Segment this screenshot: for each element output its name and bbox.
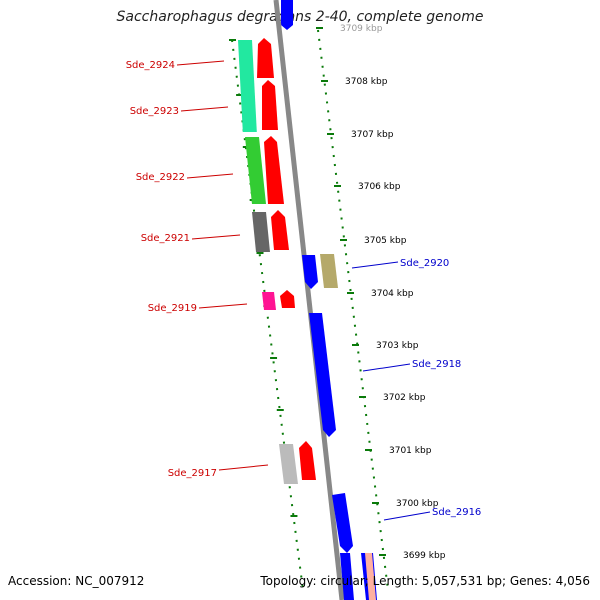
labels-right: Sde_2920 Sde_2918 Sde_2916	[351, 258, 481, 521]
gene-group-sde-2919[interactable]	[262, 290, 295, 310]
gene-label-left[interactable]: Sde_2917	[168, 468, 217, 479]
ruler-label: 3699 kbp	[403, 551, 446, 561]
ruler-label: 3700 kbp	[396, 499, 439, 509]
labels-left: Sde_2924 Sde_2923 Sde_2922 Sde_2921 Sde_…	[126, 60, 269, 479]
gene-label-right[interactable]: Sde_2920	[400, 258, 449, 269]
ruler-label: 3707 kbp	[351, 130, 394, 140]
gene-arrow[interactable]	[271, 210, 289, 250]
gene-box[interactable]	[245, 137, 266, 204]
gene-label-left[interactable]: Sde_2923	[130, 106, 179, 117]
gene-arrow[interactable]	[302, 255, 318, 289]
gene-arrow[interactable]	[332, 493, 353, 553]
gene-box[interactable]	[320, 254, 338, 288]
gene-group-sde-2922[interactable]	[245, 136, 284, 204]
ruler-label: 3701 kbp	[389, 446, 432, 456]
ruler-label: 3708 kbp	[345, 77, 388, 87]
ruler-label: 3702 kbp	[383, 393, 426, 403]
gene-group-sde-2924[interactable]	[238, 38, 274, 132]
gene-partial[interactable]	[365, 553, 376, 600]
gene-label-left[interactable]: Sde_2922	[136, 172, 185, 183]
gene-arrow[interactable]	[309, 313, 336, 437]
gene-group-sde-2918[interactable]	[309, 313, 336, 437]
genome-stats-text: Topology: circular; Length: 5,057,531 bp…	[260, 574, 590, 588]
gene-group-sde-2917[interactable]	[279, 441, 316, 484]
ruler-label: 3704 kbp	[371, 289, 414, 299]
map-title: Saccharophagus degradans 2-40, complete …	[116, 9, 484, 25]
gene-label-left[interactable]: Sde_2921	[141, 233, 190, 244]
kbp-ruler: 3709 kbp 3708 kbp 3707 kbp 3706 kbp 3705 kbp…	[316, 24, 446, 561]
gene-label-right[interactable]: Sde_2918	[412, 359, 461, 370]
gene-arrow[interactable]	[299, 441, 316, 480]
genome-backbone	[273, 0, 345, 600]
gene-label-left[interactable]: Sde_2919	[148, 303, 197, 314]
gene-group-sde-2920[interactable]	[302, 254, 338, 289]
ruler-label: 3703 kbp	[376, 341, 419, 351]
gene-box[interactable]	[279, 444, 298, 484]
gene-arrow[interactable]	[257, 38, 274, 78]
gene-arrow[interactable]	[264, 136, 284, 204]
gene-box[interactable]	[238, 40, 257, 132]
ruler-label: 3706 kbp	[358, 182, 401, 192]
top-partial-gene[interactable]	[281, 0, 293, 30]
gene-label-left[interactable]: Sde_2924	[126, 60, 175, 71]
gene-arrow[interactable]	[262, 80, 278, 130]
gene-partial[interactable]	[340, 553, 354, 600]
gene-box[interactable]	[252, 212, 270, 252]
gene-group-sde-2923[interactable]	[262, 80, 278, 130]
right-dotted-track	[317, 29, 389, 591]
gene-label-right[interactable]: Sde_2916	[432, 507, 481, 518]
gene-box[interactable]	[262, 292, 276, 310]
accession-text: Accession: NC_007912	[8, 574, 145, 588]
ruler-label: 3705 kbp	[364, 236, 407, 246]
ruler-label: 3709 kbp	[340, 24, 383, 34]
gene-group-sde-2921[interactable]	[252, 210, 289, 252]
gene-arrow[interactable]	[280, 290, 295, 308]
gene-group-sde-2916[interactable]	[332, 493, 377, 600]
